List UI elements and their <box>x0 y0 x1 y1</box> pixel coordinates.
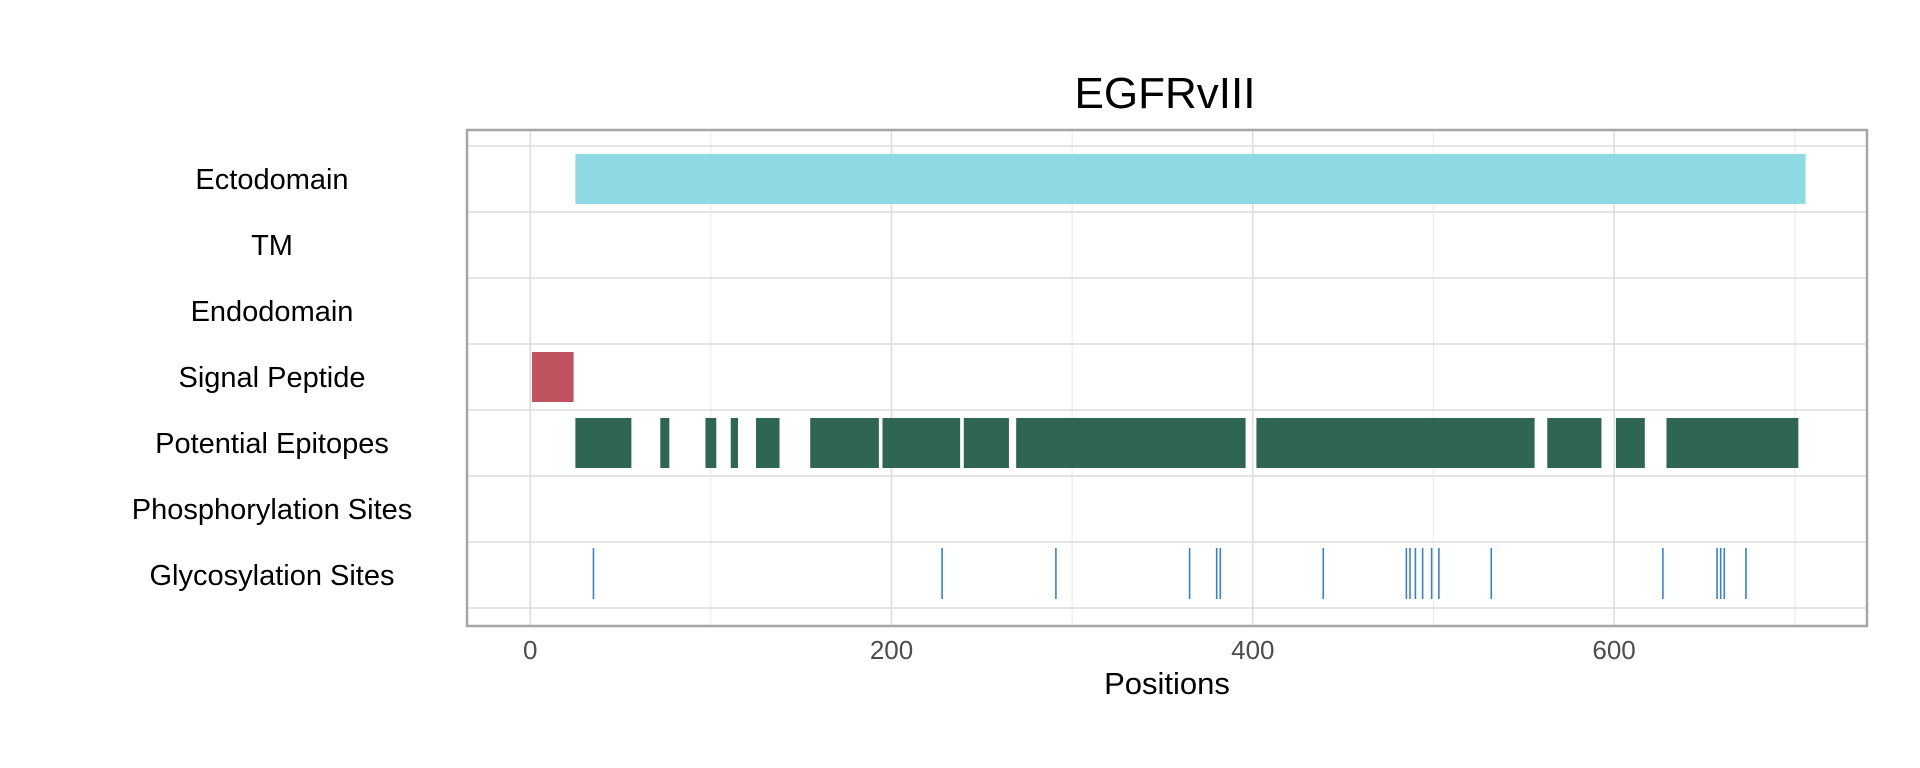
y-tick-label: TM <box>251 230 293 262</box>
interval-bar <box>963 418 1009 468</box>
interval-bar <box>730 418 738 468</box>
y-tick-label: Signal Peptide <box>178 362 365 394</box>
x-tick-label: 200 <box>870 635 913 665</box>
y-tick-label: Potential Epitopes <box>155 428 389 460</box>
y-axis-labels: Ectodomain TM Endodomain Signal Peptide Pote… <box>132 164 413 592</box>
plot-frame <box>465 128 1869 628</box>
interval-bar <box>756 418 780 468</box>
interval-bar <box>575 418 632 468</box>
y-tick-label: Phosphorylation Sites <box>132 494 413 526</box>
interval-bar <box>1547 418 1602 468</box>
x-tick-label: 0 <box>523 635 537 665</box>
chart-title: EGFRvIII <box>1075 69 1256 118</box>
grid <box>467 130 1867 626</box>
interval-bar <box>1256 418 1535 468</box>
x-tick-label: 600 <box>1592 635 1635 665</box>
x-tick-label: 400 <box>1231 635 1274 665</box>
y-tick-label: Endodomain <box>191 296 354 328</box>
interval-bar <box>1016 418 1246 468</box>
interval-bar <box>1615 418 1645 468</box>
interval-bar <box>575 154 1806 204</box>
interval-bar <box>1666 418 1799 468</box>
y-tick-label: Ectodomain <box>195 164 348 196</box>
y-tick-label: Glycosylation Sites <box>150 560 395 592</box>
interval-bar <box>660 418 670 468</box>
x-axis-labels: 0 200 400 600 <box>523 635 1636 665</box>
interval-bar <box>705 418 717 468</box>
chart-marks <box>532 154 1806 599</box>
x-axis-title: Positions <box>1104 666 1230 701</box>
interval-bar <box>532 352 574 402</box>
interval-bar <box>882 418 961 468</box>
interval-bar <box>810 418 879 468</box>
